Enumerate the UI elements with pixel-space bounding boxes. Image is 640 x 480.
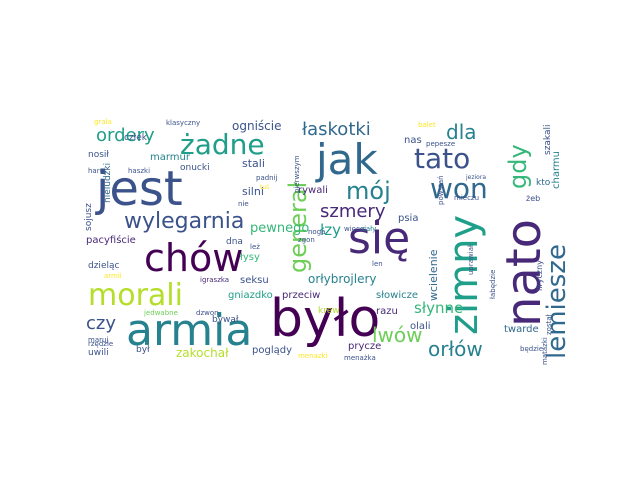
word-jak: jak	[316, 135, 378, 184]
word-zakochal: zakochał	[176, 346, 229, 360]
word-dna: dna	[226, 237, 243, 247]
word-klasyczny: klasyczny	[166, 119, 201, 127]
word-armia: armia	[126, 305, 253, 356]
word-dzielac: dzieląc	[88, 261, 120, 271]
word-czlek: człek	[124, 133, 147, 143]
word-charmu: charmu	[551, 151, 562, 189]
word-grala: grala	[94, 118, 112, 126]
word-zostal: został	[545, 314, 553, 335]
word-kto: kto	[536, 178, 551, 188]
word-dla: dla	[446, 120, 477, 144]
word-lwow: lwów	[372, 323, 423, 347]
word-zadne: żadne	[180, 128, 265, 161]
word-jeziora: jeziora	[466, 174, 486, 181]
word-wiecej: więcej	[344, 225, 367, 233]
word-seksu: seksu	[240, 275, 269, 286]
word-dzwon: dzwon	[196, 309, 219, 317]
word-nas: nas	[404, 135, 422, 146]
word-matazki: matazki	[541, 337, 549, 365]
word-bylo: było	[270, 289, 381, 349]
word-balet: balet	[418, 121, 436, 129]
word-zgon: zgon	[298, 236, 315, 244]
word-razu: razu	[376, 306, 398, 317]
word-zeb: żeb	[526, 194, 541, 203]
word-tus: tuś	[260, 184, 270, 191]
word-haruj: haruj	[88, 167, 106, 175]
word-rzedzie: rzędzie	[88, 340, 114, 348]
word-szakali: szakali	[543, 124, 553, 156]
word-silni: silni	[242, 185, 264, 198]
word-prycze: prycze	[348, 341, 382, 352]
word-czy: czy	[86, 313, 116, 334]
word-sojusz: sojusz	[84, 203, 94, 231]
word-onucki: onucki	[180, 163, 210, 173]
word-mieczu: mieczu	[454, 194, 480, 202]
word-byl: był	[136, 345, 150, 355]
word-menazka: menażka	[344, 354, 376, 362]
word-lez: leż	[250, 243, 260, 251]
word-wylegarnia: wylegarnia	[124, 209, 245, 234]
word-tato: tato	[414, 142, 471, 175]
word-armii: armii	[104, 272, 122, 280]
word-szmery: szmery	[320, 201, 386, 222]
word-noga: noga	[308, 228, 326, 236]
word-liryczny: liryczny	[535, 260, 544, 291]
word-przeciw: przeciw	[282, 290, 321, 301]
word-pewnego: pewnego	[250, 221, 310, 236]
word-marmur: marmur	[150, 152, 190, 163]
word-wcielenie: wcielenie	[427, 249, 440, 302]
word-sie: się	[348, 213, 411, 264]
word-slowicze: słowicze	[376, 290, 419, 301]
word-lebedzie: łabędzie	[489, 269, 497, 299]
word-menazki: menazki	[298, 352, 328, 360]
word-bywal: bywał	[212, 315, 239, 325]
word-nie: nie	[238, 200, 249, 208]
word-chow: chów	[144, 236, 244, 280]
word-pierwszym: pierwszym	[293, 155, 301, 193]
word-jedwabne: jedwabne	[144, 309, 178, 317]
word-nosil: nosił	[88, 150, 109, 160]
word-stali: stali	[242, 157, 265, 170]
word-ogniscie: ogniście	[232, 119, 282, 133]
word-lzy: łzy	[320, 221, 342, 239]
word-olali: olali	[410, 321, 431, 332]
word-gniazdko: gniazdko	[228, 290, 273, 301]
word-won: won	[430, 172, 488, 205]
word-igraszka: igraszka	[200, 276, 230, 284]
word-len: len	[372, 260, 383, 268]
word-slynne: słynne	[414, 299, 464, 317]
word-cloud: jest było nato armia się jak chów zimny …	[80, 113, 572, 367]
word-maruj: maruj	[88, 336, 109, 344]
word-powstan: powstań	[437, 175, 445, 205]
word-uwili: uwili	[88, 348, 109, 358]
word-haszki: haszki	[128, 167, 151, 175]
word-pacyfiscie: pacyfiście	[86, 235, 136, 246]
word-ordery: ordery	[96, 125, 155, 146]
word-orlow: orłów	[428, 337, 483, 361]
word-morali: morali	[88, 278, 183, 313]
word-lysy: łysy	[240, 252, 260, 263]
word-jest: jest	[96, 161, 183, 217]
word-uprawial: uprawiał	[467, 245, 475, 275]
word-gdy: gdy	[504, 144, 532, 189]
word-bedzie: będzie	[520, 345, 544, 353]
word-orlybrojlery: orłybrojlery	[308, 272, 377, 286]
word-moj: mój	[346, 177, 391, 205]
word-caly: cały	[362, 225, 377, 233]
word-padnij: padnij	[256, 174, 278, 182]
word-laskotki: łaskotki	[302, 119, 371, 140]
word-psia: psia	[398, 213, 419, 224]
word-pepesze: pepesze	[426, 140, 456, 148]
word-poglady: poglądy	[252, 345, 292, 356]
word-rywali: rywali	[298, 185, 328, 196]
word-krew: krew	[318, 306, 340, 316]
word-twarde: twarde	[504, 324, 539, 335]
